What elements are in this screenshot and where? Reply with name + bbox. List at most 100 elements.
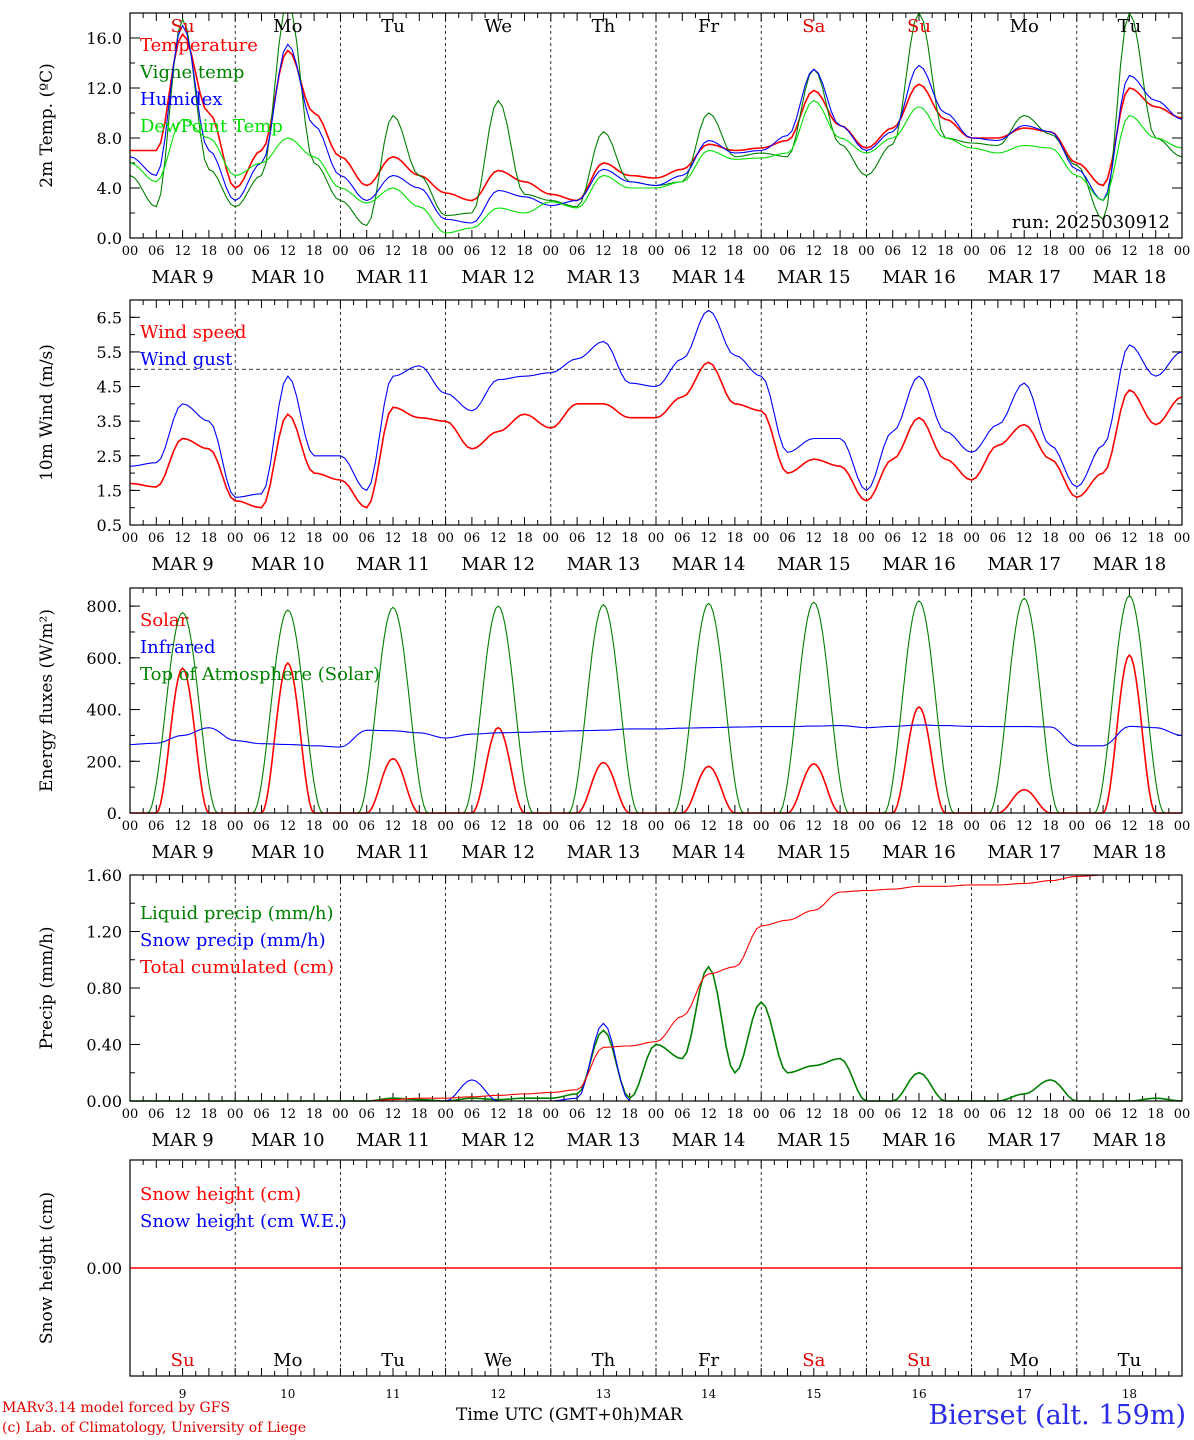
- hour-tick-label: 18: [937, 819, 954, 834]
- hour-tick-label: 06: [779, 531, 796, 546]
- hour-tick-label: 18: [306, 1107, 323, 1122]
- hour-tick-label: 06: [464, 1107, 481, 1122]
- hour-tick-label: 12: [174, 244, 191, 259]
- y-tick-label: 8.0: [97, 129, 122, 148]
- hour-tick-label: 06: [358, 1107, 375, 1122]
- hour-tick-label: 12: [806, 1107, 823, 1122]
- hour-tick-label: 00: [332, 244, 349, 259]
- hour-tick-label: 00: [1069, 244, 1086, 259]
- hour-tick-label: 06: [674, 531, 691, 546]
- hour-tick-label: 06: [358, 244, 375, 259]
- hour-tick-label: 12: [911, 531, 928, 546]
- hour-tick-label: 12: [911, 244, 928, 259]
- hour-tick-label: 18: [306, 819, 323, 834]
- series-line-infrared: [129, 724, 1183, 748]
- day-number-label: 12: [491, 1387, 506, 1401]
- date-label: MAR 10: [251, 554, 325, 575]
- weekday-label: Th: [592, 16, 616, 37]
- hour-tick-label: 00: [753, 819, 770, 834]
- hour-tick-label: 00: [543, 531, 560, 546]
- weekday-label: Tu: [1118, 1350, 1142, 1371]
- date-label: MAR 10: [251, 842, 325, 863]
- hour-tick-label: 12: [595, 244, 612, 259]
- hour-tick-label: 12: [1016, 244, 1033, 259]
- hour-tick-label: 18: [201, 244, 218, 259]
- weekday-label: Th: [592, 1350, 616, 1371]
- date-label: MAR 13: [567, 267, 641, 288]
- legend-top-of-atmosphere-solar-: Top of Atmosphere (Solar): [140, 664, 380, 685]
- legend-liquid-precip-mm-h-: Liquid precip (mm/h): [140, 903, 334, 924]
- y-axis-label: Energy fluxes (W/m²): [37, 609, 57, 792]
- hour-tick-label: 06: [253, 1107, 270, 1122]
- date-label: MAR 16: [882, 554, 956, 575]
- hour-tick-label: 12: [174, 819, 191, 834]
- hour-tick-label: 00: [858, 819, 875, 834]
- date-label: MAR 18: [1093, 842, 1167, 863]
- y-tick-label: 3.5: [97, 412, 122, 431]
- weekday-label: Fr: [698, 1350, 719, 1371]
- hour-tick-label: 06: [569, 244, 586, 259]
- y-tick-label: 0.40: [86, 1036, 122, 1055]
- hour-tick-label: 06: [884, 819, 901, 834]
- hour-tick-label: 18: [621, 1107, 638, 1122]
- hour-tick-label: 00: [648, 244, 665, 259]
- hour-tick-label: 18: [201, 819, 218, 834]
- hour-tick-label: 06: [464, 531, 481, 546]
- hour-tick-label: 00: [227, 1107, 244, 1122]
- hour-tick-label: 06: [779, 1107, 796, 1122]
- hour-tick-label: 18: [621, 819, 638, 834]
- hour-tick-label: 00: [1174, 819, 1191, 834]
- hour-tick-label: 00: [753, 244, 770, 259]
- weekday-label: Tu: [1118, 16, 1142, 37]
- day-number-label: 17: [1017, 1387, 1032, 1401]
- date-label: MAR 9: [152, 842, 214, 863]
- hour-tick-label: 18: [1042, 531, 1059, 546]
- hour-tick-label: 18: [411, 531, 428, 546]
- lab-credit: (c) Lab. of Climatology, University of L…: [2, 1420, 307, 1436]
- y-tick-label: 16.0: [86, 29, 122, 48]
- x-axis-month: MAR: [640, 1405, 683, 1425]
- hour-tick-label: 06: [253, 531, 270, 546]
- chart-panel-4: 0.00 0.40 0.80 1.20 1.60 Precip (mm/h) Liquid …: [37, 866, 1190, 1151]
- hour-tick-label: 12: [700, 1107, 717, 1122]
- hour-tick-label: 18: [937, 244, 954, 259]
- y-tick-label: 4.5: [97, 378, 122, 397]
- y-tick-label: 0.80: [86, 979, 122, 998]
- hour-tick-label: 00: [227, 819, 244, 834]
- hour-tick-label: 00: [753, 531, 770, 546]
- date-label: MAR 17: [987, 842, 1061, 863]
- hour-tick-label: 12: [1121, 244, 1138, 259]
- hour-tick-label: 06: [674, 819, 691, 834]
- date-label: MAR 10: [251, 267, 325, 288]
- date-label: MAR 14: [672, 267, 746, 288]
- date-label: MAR 14: [672, 1130, 746, 1151]
- hour-tick-label: 18: [1147, 531, 1164, 546]
- hour-tick-label: 12: [700, 244, 717, 259]
- hour-tick-label: 18: [516, 1107, 533, 1122]
- weekday-label: We: [484, 1350, 512, 1371]
- y-tick-label: 4.0: [97, 179, 122, 198]
- plot-frame: [129, 299, 1183, 526]
- hour-tick-label: 06: [148, 244, 165, 259]
- hour-tick-label: 06: [148, 819, 165, 834]
- hour-tick-label: 18: [727, 531, 744, 546]
- hour-tick-label: 18: [727, 244, 744, 259]
- y-tick-label: 800.: [86, 597, 122, 616]
- hour-tick-label: 00: [332, 531, 349, 546]
- hour-tick-label: 12: [490, 244, 507, 259]
- weekday-label: Fr: [698, 16, 719, 37]
- hour-tick-label: 12: [490, 819, 507, 834]
- hour-tick-label: 18: [937, 531, 954, 546]
- y-tick-label: 2.5: [97, 447, 122, 466]
- hour-tick-label: 00: [1174, 531, 1191, 546]
- weekday-label: Mo: [273, 1350, 302, 1371]
- legend-wind-speed: Wind speed: [140, 322, 246, 343]
- date-label: MAR 9: [152, 554, 214, 575]
- weekday-label: We: [484, 16, 512, 37]
- y-tick-label: 1.5: [97, 481, 122, 500]
- hour-tick-label: 06: [674, 244, 691, 259]
- x-axis-title-text: Time UTC (GMT+0h): [456, 1405, 641, 1425]
- y-tick-label: 400.: [86, 701, 122, 720]
- hour-tick-label: 06: [464, 819, 481, 834]
